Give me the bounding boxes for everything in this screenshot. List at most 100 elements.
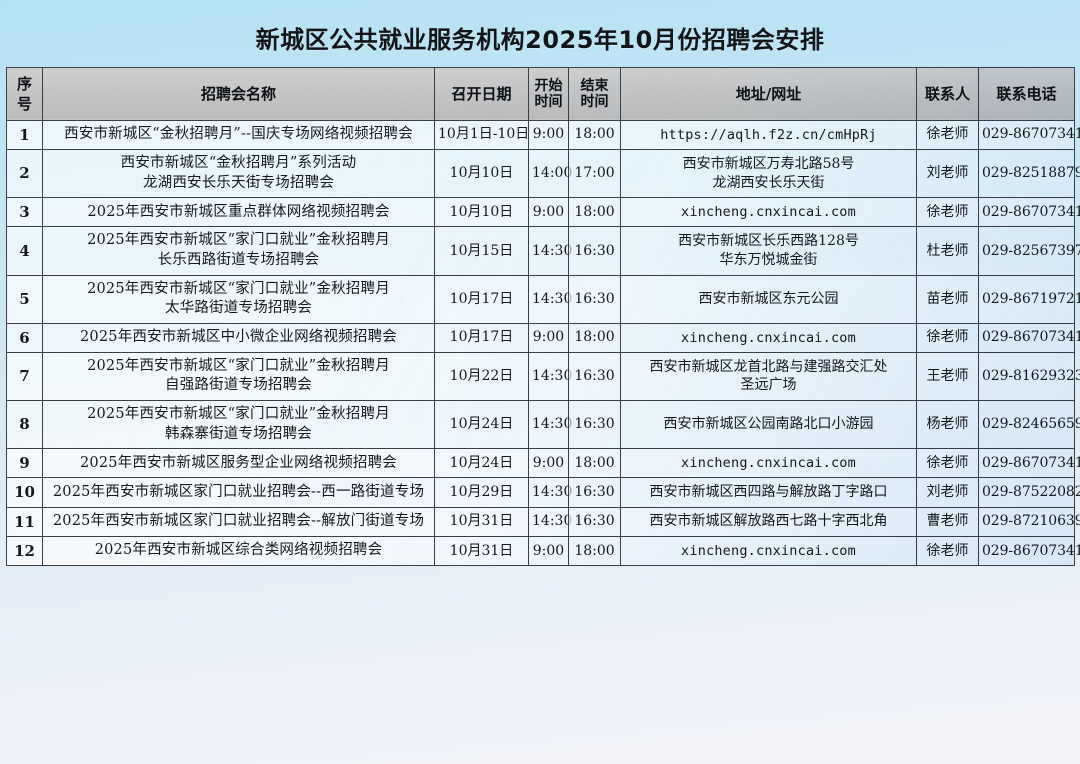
start-time-cell: 14:30 (528, 477, 572, 508)
contact-person-cell: 徐老师 (916, 448, 979, 479)
fair-name-cell-line: 2025年西安市新城区“家门口就业”金秋招聘月 (87, 357, 390, 374)
fair-name-cell: 2025年西安市新城区“家门口就业”金秋招聘月 长乐西路街道专场招聘会 (42, 226, 435, 276)
fair-name-cell-line: 2025年西安市新城区“家门口就业”金秋招聘月 (87, 232, 390, 249)
end-time-cell: 18:00 (568, 535, 621, 567)
address-cell-line: xincheng.cnxincai.com (681, 329, 856, 346)
contact-phone-cell: 029-82567397 (978, 226, 1080, 276)
end-time-cell: 17:00 (568, 149, 621, 199)
row-index-cell: 11 (6, 506, 43, 537)
contact-person-cell: 徐老师 (916, 197, 979, 228)
fair-name-cell-line: 2025年西安市新城区“家门口就业”金秋招聘月 (87, 406, 390, 423)
address-cell-line: xincheng.cnxincai.com (681, 204, 856, 221)
fair-date-cell: 10月10日 (434, 149, 529, 199)
start-time-cell: 9:00 (528, 119, 569, 151)
row-index-cell: 5 (6, 274, 43, 324)
row-index-cell: 8 (6, 400, 43, 450)
address-cell: 西安市新城区龙首北路与建强路交汇处 圣远广场 (620, 351, 917, 402)
column-header-date: 召开日期 (434, 66, 529, 121)
contact-person-cell: 刘老师 (916, 477, 979, 508)
fair-name-cell: 2025年西安市新城区“家门口就业”金秋招聘月 太华路街道专场招聘会 (42, 274, 435, 324)
start-time-cell: 14:30 (528, 351, 572, 402)
fair-name-cell-line: 韩森寨街道专场招聘会 (165, 425, 312, 442)
contact-phone-cell: 029-86707341 (978, 535, 1080, 567)
address-cell-line: 西安市新城区万寿北路58号 (682, 155, 855, 172)
fair-name-cell: 2025年西安市新城区“家门口就业”金秋招聘月 自强路街道专场招聘会 (42, 351, 435, 402)
table-row: 8 2025年西安市新城区“家门口就业”金秋招聘月 韩森寨街道专场招聘会 10月24日… (6, 400, 1080, 450)
column-header-end-time-line1: 结束 (580, 77, 609, 94)
contact-person-cell: 王老师 (916, 351, 979, 402)
contact-person-cell: 徐老师 (916, 119, 979, 151)
address-cell[interactable]: xincheng.cnxincai.com (620, 535, 917, 567)
end-time-cell: 16:30 (568, 477, 621, 508)
address-cell[interactable]: xincheng.cnxincai.com (620, 322, 917, 353)
end-time-cell: 18:00 (568, 197, 621, 228)
start-time-cell: 9:00 (528, 197, 569, 228)
column-header-name: 招聘会名称 (42, 66, 435, 121)
contact-phone-cell: 029-87522082 (978, 477, 1080, 508)
end-time-cell: 16:30 (568, 351, 621, 402)
fair-name-cell: 2025年西安市新城区“家门口就业”金秋招聘月 韩森寨街道专场招聘会 (42, 400, 435, 450)
column-header-start-time-line1: 开始 (534, 77, 563, 94)
page-title: 新城区公共就业服务机构2025年10月份招聘会安排 (255, 26, 825, 54)
address-cell-line: 西安市新城区西四路与解放路丁字路口 (649, 484, 888, 501)
start-time-cell: 14:30 (528, 400, 572, 450)
start-time-cell: 14:30 (528, 226, 572, 276)
fair-name-cell-line: 2025年西安市新城区重点群体网络视频招聘会 (87, 203, 390, 220)
contact-phone-cell: 029-82518879 (978, 149, 1080, 199)
column-header-end-time-line2: 时间 (580, 93, 609, 110)
fair-date-cell: 10月29日 (434, 477, 529, 508)
end-time-cell: 18:00 (568, 119, 621, 151)
address-cell: 西安市新城区西四路与解放路丁字路口 (620, 477, 917, 508)
row-index-cell: 4 (6, 226, 43, 276)
fair-name-cell-line: 2025年西安市新城区家门口就业招聘会--解放门街道专场 (52, 513, 425, 530)
row-index-cell: 7 (6, 351, 43, 402)
fair-name-cell-line: 西安市新城区“金秋招聘月”系列活动 (120, 155, 357, 172)
fair-name-cell-line: 2025年西安市新城区中小微企业网络视频招聘会 (80, 329, 397, 346)
table-row: 7 2025年西安市新城区“家门口就业”金秋招聘月 自强路街道专场招聘会 10月22日… (6, 351, 1080, 402)
fair-name-cell: 西安市新城区“金秋招聘月”系列活动 龙湖西安长乐天街专场招聘会 (42, 149, 435, 199)
contact-person-cell: 苗老师 (916, 274, 979, 324)
contact-person-cell: 曹老师 (916, 506, 979, 537)
fair-name-cell: 2025年西安市新城区家门口就业招聘会--解放门街道专场 (42, 506, 435, 537)
address-cell-line: 西安市新城区东元公园 (698, 290, 839, 307)
column-header-start-time-line2: 时间 (534, 93, 563, 110)
fair-name-cell: 2025年西安市新城区服务型企业网络视频招聘会 (42, 448, 435, 479)
row-index-cell: 3 (6, 197, 43, 228)
end-time-cell: 16:30 (568, 226, 621, 276)
fair-name-cell-line: 2025年西安市新城区服务型企业网络视频招聘会 (80, 454, 397, 471)
fair-name-cell-line: 自强路街道专场招聘会 (165, 377, 312, 394)
row-index-cell: 10 (6, 477, 43, 508)
table-row: 9 2025年西安市新城区服务型企业网络视频招聘会 10月24日 9:00 18:00 x… (6, 448, 1080, 479)
row-index-cell: 12 (6, 535, 43, 567)
table-row: 6 2025年西安市新城区中小微企业网络视频招聘会 10月17日 9:00 18:00 x… (6, 322, 1080, 353)
address-cell-line: xincheng.cnxincai.com (681, 542, 856, 559)
address-cell[interactable]: xincheng.cnxincai.com (620, 448, 917, 479)
table-row: 4 2025年西安市新城区“家门口就业”金秋招聘月 长乐西路街道专场招聘会 10月15… (6, 226, 1080, 276)
fair-date-cell: 10月24日 (434, 400, 529, 450)
end-time-cell: 16:30 (568, 274, 621, 324)
fair-name-cell-line: 2025年西安市新城区“家门口就业”金秋招聘月 (87, 280, 390, 297)
start-time-cell: 14:30 (528, 506, 572, 537)
address-cell[interactable]: xincheng.cnxincai.com (620, 197, 917, 228)
schedule-table-wrapper: 序号 招聘会名称 召开日期 开始 时间 结束 时间 地址/网址 联系人 联系电话 (6, 66, 1080, 567)
table-row: 1 西安市新城区“金秋招聘月”--国庆专场网络视频招聘会 10月1日-10日 9:00… (6, 119, 1080, 151)
table-body: 1 西安市新城区“金秋招聘月”--国庆专场网络视频招聘会 10月1日-10日 9:00… (6, 119, 1080, 567)
column-header-contact: 联系人 (916, 66, 979, 121)
address-cell[interactable]: https://aqlh.f2z.cn/cmHpRj (620, 119, 917, 151)
fair-name-cell-line: 2025年西安市新城区综合类网络视频招聘会 (94, 542, 383, 559)
end-time-cell: 16:30 (568, 506, 621, 537)
address-cell-line: 西安市新城区龙首北路与建强路交汇处 (649, 358, 888, 375)
start-time-cell: 14:30 (528, 274, 572, 324)
end-time-cell: 18:00 (568, 322, 621, 353)
fair-name-cell-line: 2025年西安市新城区家门口就业招聘会--西一路街道专场 (52, 483, 425, 500)
fair-name-cell: 2025年西安市新城区家门口就业招聘会--西一路街道专场 (42, 477, 435, 508)
contact-phone-cell: 029-86707341 (978, 322, 1080, 353)
address-cell: 西安市新城区公园南路北口小游园 (620, 400, 917, 450)
fair-date-cell: 10月31日 (434, 506, 529, 537)
fair-date-cell: 10月22日 (434, 351, 529, 402)
fair-date-cell: 10月31日 (434, 535, 529, 567)
address-cell-line: xincheng.cnxincai.com (681, 455, 856, 472)
row-index-cell: 2 (6, 149, 43, 199)
fair-date-cell: 10月1日-10日 (434, 119, 529, 151)
